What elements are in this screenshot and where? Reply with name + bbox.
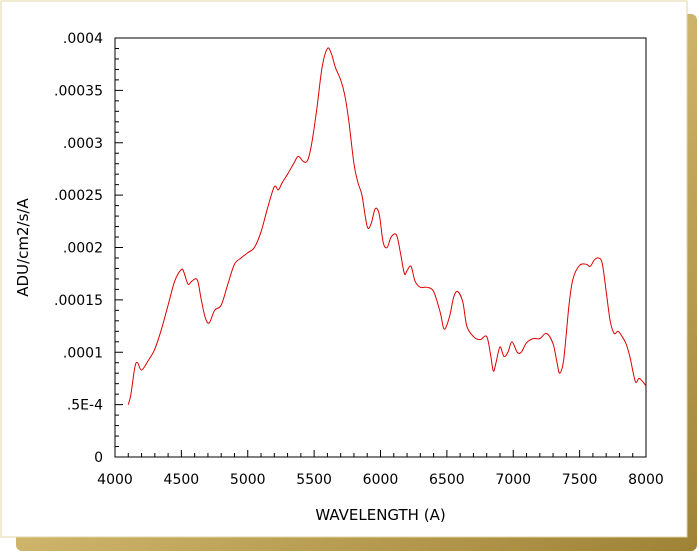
y-tick-label: .0004 xyxy=(63,31,103,47)
x-tick-label: 4500 xyxy=(164,472,200,488)
y-tick-label: .00025 xyxy=(54,188,103,204)
series-line xyxy=(127,47,647,405)
x-tick-label: 7000 xyxy=(495,472,531,488)
y-tick-label: .5E-4 xyxy=(67,398,103,414)
x-tick-label: 5000 xyxy=(230,472,266,488)
x-tick-label: 8000 xyxy=(628,472,664,488)
y-axis: 0 .5E-4 .0001 .00015 .0002 .00025 .0003 .00035.… xyxy=(54,31,123,466)
minor-ticks xyxy=(115,47,634,457)
x-axis-label: WAVELENGTH (A) xyxy=(315,506,445,524)
x-tick-label: 4000 xyxy=(97,472,133,488)
y-tick-label: .0001 xyxy=(63,345,103,361)
x-tick-label: 5500 xyxy=(296,472,332,488)
y-tick-label: .00015 xyxy=(54,293,103,309)
x-axis: 4000 4500 5000 5500 6000 6500 7000 7500 8000 xyxy=(97,450,664,488)
y-axis-label: ADU/cm2/s/A xyxy=(14,198,32,297)
y-tick-label: .0002 xyxy=(63,241,103,257)
y-tick-label: .00035 xyxy=(54,83,103,99)
y-tick-label: 0 xyxy=(94,450,103,466)
y-tick-label: .0003 xyxy=(63,136,103,152)
x-tick-label: 6000 xyxy=(363,472,399,488)
x-tick-label: 6500 xyxy=(429,472,465,488)
x-tick-label: 7500 xyxy=(562,472,598,488)
